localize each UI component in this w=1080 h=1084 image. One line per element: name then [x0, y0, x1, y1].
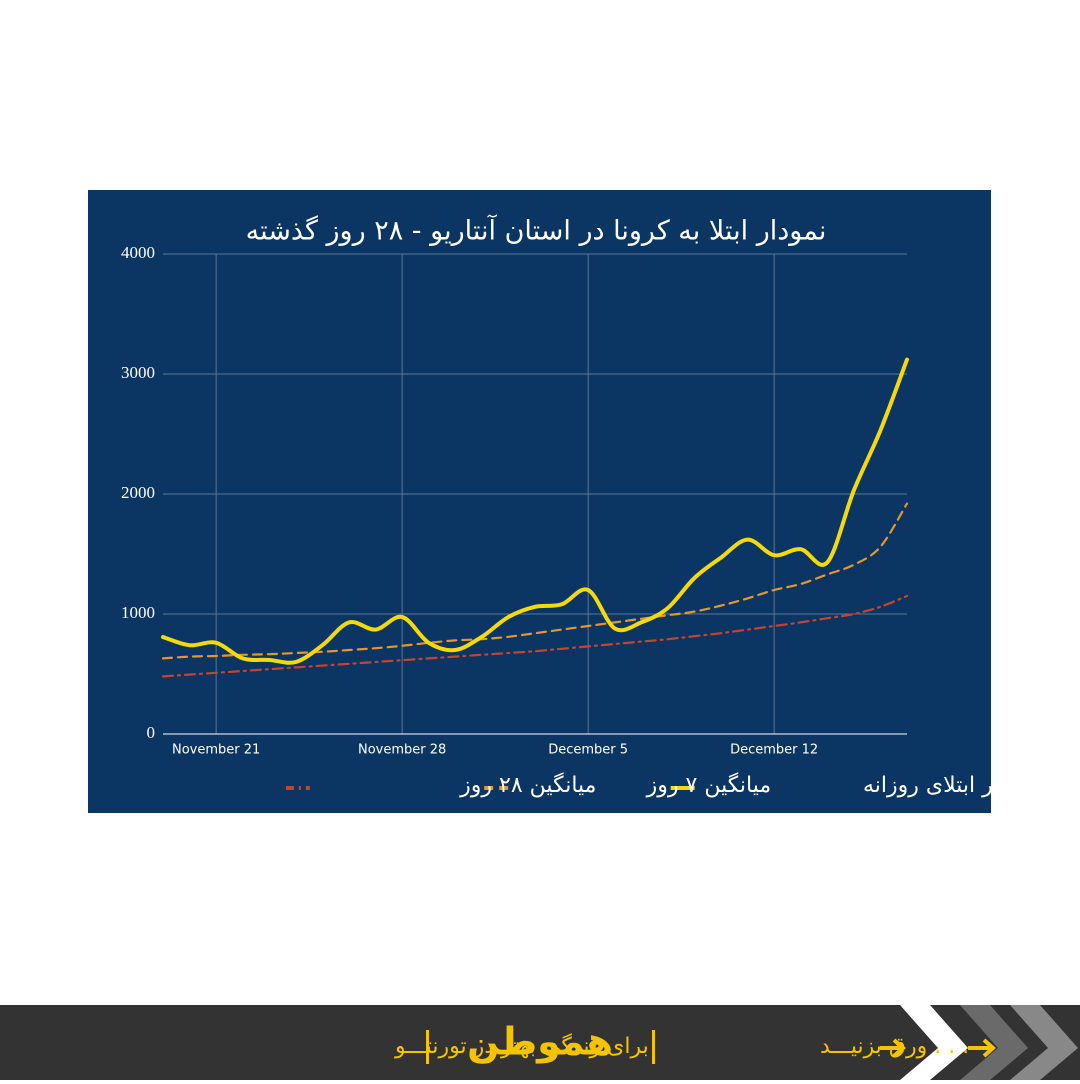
x-tick-label: November 21 — [172, 743, 260, 758]
x-tick-label: November 28 — [358, 743, 446, 758]
y-tick-label: 2000 — [121, 483, 155, 502]
arrow-icon — [880, 1038, 907, 1058]
chevron — [960, 1005, 1028, 1080]
legend-label: میانگین ۷ روز — [646, 772, 771, 798]
separator — [652, 1030, 655, 1064]
series-line — [161, 357, 909, 665]
y-tick-label: 3000 — [121, 363, 155, 382]
series-line — [161, 502, 909, 660]
separator — [426, 1030, 429, 1064]
x-tick-label: December 5 — [548, 743, 628, 758]
swipe-text: . . . ورق بزنیـــد — [820, 1034, 969, 1059]
y-tick-label: 1000 — [121, 603, 155, 622]
legend-label: میانگین ۲۸ روز — [459, 772, 596, 798]
legend-label: آمار ابتلای روزانه — [863, 771, 1018, 798]
chart-title: نمودار ابتلا به کرونا در استان آنتاریو -… — [246, 215, 827, 247]
footer-bar — [0, 1005, 1080, 1080]
series-line — [161, 594, 909, 678]
chevron — [900, 1005, 968, 1080]
x-tick-label: December 12 — [730, 743, 818, 758]
plot: 0 1000 2000 3000 4000 November 21 November 28 D… — [121, 243, 909, 758]
legend: آمار ابتلای روزانه میانگین ۷ روز میانگین ۲… — [285, 771, 1018, 798]
tagline: برای زندگی بهتر در تورنتـــو — [394, 1033, 649, 1059]
logo: هموطن — [467, 1020, 613, 1064]
y-tick-label: 0 — [147, 723, 156, 742]
arrow-icon — [968, 1038, 997, 1058]
chevron — [1010, 1005, 1078, 1080]
y-tick-label: 4000 — [121, 243, 155, 262]
chart-panel — [88, 190, 991, 813]
